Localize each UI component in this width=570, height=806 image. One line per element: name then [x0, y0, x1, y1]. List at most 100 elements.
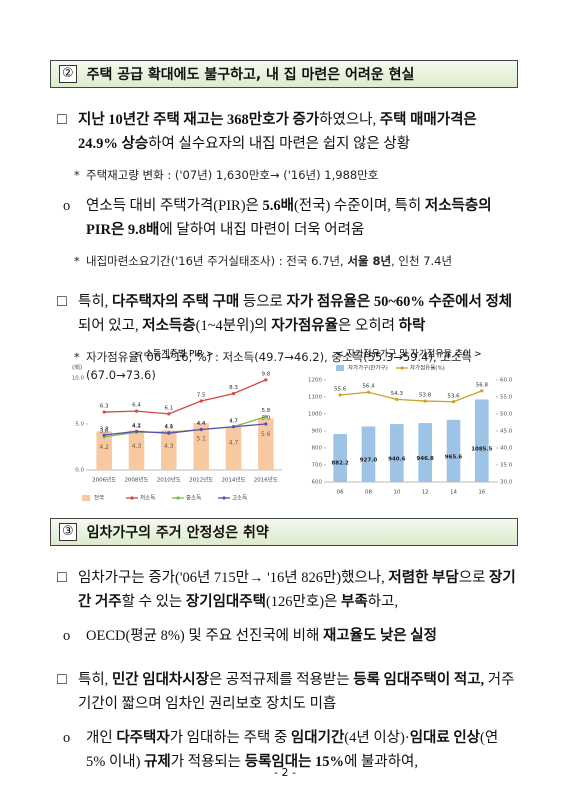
bar: [446, 419, 461, 482]
x-tick-label: 2008년도: [124, 476, 148, 484]
data-label: 4.4: [197, 421, 206, 427]
data-label: 946.8: [416, 456, 434, 462]
bullet-marker: ο: [63, 198, 71, 214]
text-run: 으로: [458, 570, 490, 586]
text-run: (전국) 수준이며, 특히: [293, 198, 425, 214]
legend-swatch: [400, 366, 404, 370]
text-run: 가 적용되는: [170, 754, 245, 770]
data-label: 7.5: [197, 393, 206, 399]
bar: [258, 418, 274, 470]
y-tick-label: 1200: [308, 378, 322, 384]
point: [480, 389, 484, 393]
text-run: 5.6배: [262, 198, 294, 214]
data-label: 4.4: [197, 421, 206, 427]
text-run: 자가점유율: [271, 318, 338, 334]
y-tick-label: 900: [312, 429, 323, 435]
text-run: 장기임대주택: [185, 594, 266, 610]
data-label: 8.3: [229, 385, 238, 391]
text-run: 되어 있고,: [78, 318, 143, 334]
y-tick-label: 1100: [308, 395, 322, 401]
data-label: 5.0: [261, 416, 270, 422]
section-header: ③ 임차가구의 주거 안정성은 취약: [50, 518, 518, 546]
text-run: 에 불과하여,: [344, 754, 419, 770]
bar: [390, 424, 404, 482]
chart: < 자가점유가구 및 자가점유율 추이 > 600 700 800 900 1000 110…: [308, 348, 513, 496]
data-label: 882.2: [331, 460, 349, 466]
text-run: 특히,: [78, 672, 112, 688]
data-label: 927.0: [360, 457, 378, 463]
x-tick-label: 2014년도: [221, 476, 245, 484]
text-run: 등록 임대주택이 적고,: [353, 672, 485, 688]
text-run: 임차가구는 증가('06년 715만→ '16년 826만)했으나,: [78, 570, 389, 586]
y-tick-label: 45.0: [500, 429, 513, 435]
point: [102, 410, 106, 414]
section: ③ 임차가구의 주거 안정성은 취약 □ 임차가구는 증가('06년 715만→ '1…: [0, 518, 570, 774]
y-axis-label: (배): [72, 364, 82, 372]
data-label: 4.2: [99, 444, 109, 451]
text-run: 등으로: [239, 294, 287, 310]
data-label: 5.6: [261, 431, 271, 438]
legend-swatch: [130, 496, 134, 500]
point: [264, 378, 268, 382]
text-run: 거주기간이 짧으며 임차인 권리보호 장치도 미흡: [78, 672, 515, 712]
chart-title: < 소득계층별 PIR >: [134, 348, 213, 360]
y-tick-label: 40.0: [500, 446, 513, 452]
section-number: ③: [59, 523, 77, 541]
text-run: (1~4분위)의: [195, 318, 272, 334]
point: [231, 425, 236, 429]
text-run: (연 5% 이내): [86, 730, 499, 770]
x-tick-label: 10: [393, 490, 400, 496]
data-label: 940.6: [388, 456, 406, 462]
data-label: 56.4: [362, 384, 375, 390]
text-run: (126만호)은: [265, 594, 342, 610]
point: [366, 390, 371, 394]
text-run: 민간 임대차시장: [111, 672, 209, 688]
y-tick-label: 60.0: [500, 378, 513, 384]
x-tick-label: 06: [337, 490, 344, 496]
text-run: 임대료 인상: [409, 730, 481, 746]
line: [340, 390, 483, 403]
text-run: 다주택자: [116, 730, 170, 746]
legend-label: 고소득: [232, 495, 247, 502]
page-number: - 2 -: [274, 766, 296, 779]
bar: [475, 399, 489, 482]
text-run: 하여 실수요자의 내집 마련은 쉽지 않은 상황: [148, 136, 411, 152]
chart: < 소득계층별 PIR > (배) 0.0 5.0 10.0 2006년도 2008년도 20…: [72, 348, 282, 502]
bullet-item: ο OECD(평균 8%) 및 주요 선진국에 비해 재고율도 낮은 실정: [0, 624, 570, 648]
text-run: 은 오히려: [337, 318, 399, 334]
data-label: 6.4: [132, 403, 141, 409]
data-label: 53.6: [447, 393, 460, 399]
data-label: 3.8: [100, 427, 109, 433]
bullet-item: * 자가점유율('06→'16, %) : 저소득(49.7→46.2), 중소득…: [0, 348, 570, 384]
data-label: 4.3: [132, 443, 142, 450]
data-label: 9.8: [261, 371, 270, 377]
point: [451, 400, 456, 404]
text-run: 지난 10년간 주택 재고는 368만호가 증가: [78, 112, 320, 128]
bullet-marker: *: [74, 168, 80, 182]
bar: [96, 431, 112, 470]
bullet-item: ο 개인 다주택자가 임대하는 주택 중 임대기간(4년 이상)·임대료 인상(연…: [0, 726, 570, 774]
y-tick-label: 5.0: [75, 422, 84, 428]
bullet-marker: *: [74, 350, 80, 364]
text-run: 하락: [398, 318, 426, 334]
point: [102, 433, 106, 437]
legend-swatch: [222, 496, 226, 500]
point: [264, 422, 268, 426]
point: [167, 431, 171, 435]
text-run: 내집마련소요기간('16년 주거실태조사) : 전국 6.7년,: [86, 254, 348, 268]
legend-swatch: [336, 365, 344, 371]
text-run: (4년 이상)·: [344, 730, 410, 746]
bullet-marker: □: [57, 569, 67, 586]
bullet-item: ο 연소득 대비 주택가격(PIR)은 5.6배(전국) 수준이며, 특히 저소득…: [0, 194, 570, 242]
y-tick-label: 30.0: [500, 480, 513, 486]
bullet-item: * 주택재고량 변화 : ('07년) 1,630만호→ ('16년) 1,988…: [0, 166, 570, 184]
data-label: 1085.5: [471, 446, 492, 452]
data-label: 965.6: [445, 455, 463, 461]
bar: [128, 430, 145, 470]
section: ② 주택 공급 확대에도 불구하고, 내 집 마련은 어려운 현실 □ 지난 10년간…: [0, 60, 570, 384]
point: [167, 412, 171, 416]
data-label: 4.3: [164, 443, 174, 450]
section-header: ② 주택 공급 확대에도 불구하고, 내 집 마련은 어려운 현실: [50, 60, 518, 88]
data-label: 4.7: [229, 439, 239, 446]
